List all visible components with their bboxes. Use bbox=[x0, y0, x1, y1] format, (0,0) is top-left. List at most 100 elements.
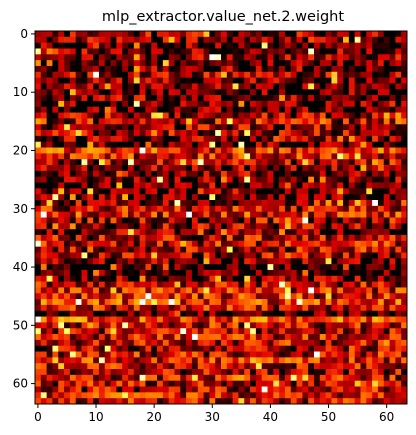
heatmap-cell bbox=[221, 281, 228, 288]
heatmap-cell bbox=[261, 299, 268, 306]
heatmap-cell bbox=[157, 211, 164, 218]
heatmap-cell bbox=[302, 339, 309, 347]
heatmap-cell bbox=[98, 374, 106, 381]
heatmap-cell bbox=[215, 83, 222, 90]
heatmap-cell bbox=[40, 48, 47, 55]
heatmap-cell bbox=[174, 77, 181, 84]
heatmap-cell bbox=[58, 357, 65, 364]
heatmap-cell bbox=[162, 205, 169, 212]
heatmap-cell bbox=[325, 264, 332, 271]
heatmap-cell bbox=[238, 205, 245, 212]
heatmap-cell bbox=[261, 275, 268, 282]
heatmap-cell bbox=[290, 147, 297, 154]
heatmap-cell bbox=[331, 100, 338, 108]
heatmap-cell bbox=[290, 188, 297, 195]
heatmap-cell bbox=[308, 194, 315, 201]
heatmap-cell bbox=[238, 217, 245, 224]
heatmap-cell bbox=[284, 252, 292, 259]
heatmap-cell bbox=[337, 170, 344, 178]
heatmap-cell bbox=[389, 304, 396, 312]
heatmap-cell bbox=[360, 339, 367, 347]
heatmap-cell bbox=[116, 182, 123, 189]
heatmap-cell bbox=[221, 217, 228, 224]
heatmap-cell bbox=[151, 369, 158, 376]
heatmap-cell bbox=[267, 363, 274, 370]
heatmap-cell bbox=[87, 316, 94, 323]
heatmap-cell bbox=[238, 89, 245, 96]
heatmap-cell bbox=[319, 135, 326, 143]
heatmap-cell bbox=[186, 258, 193, 265]
heatmap-cell bbox=[255, 83, 262, 90]
heatmap-cell bbox=[133, 130, 140, 137]
heatmap-cell bbox=[145, 246, 152, 253]
heatmap-cell bbox=[337, 31, 344, 38]
heatmap-cell bbox=[377, 71, 385, 78]
heatmap-cell bbox=[366, 36, 373, 43]
heatmap-cell bbox=[226, 60, 233, 67]
heatmap-cell bbox=[279, 205, 286, 212]
heatmap-cell bbox=[221, 369, 228, 376]
heatmap-cell bbox=[168, 369, 175, 376]
heatmap-cell bbox=[157, 351, 164, 358]
heatmap-cell bbox=[348, 328, 355, 335]
heatmap-cell bbox=[35, 31, 42, 38]
heatmap-cell bbox=[186, 229, 193, 236]
heatmap-cell bbox=[354, 252, 361, 259]
heatmap-cell bbox=[151, 322, 158, 329]
heatmap-cell bbox=[354, 200, 361, 207]
heatmap-cell bbox=[197, 130, 204, 137]
heatmap-cell bbox=[75, 106, 82, 113]
heatmap-cell bbox=[98, 112, 106, 119]
heatmap-cell bbox=[226, 205, 233, 212]
heatmap-cell bbox=[209, 392, 216, 399]
heatmap-cell bbox=[35, 334, 42, 341]
heatmap-cell bbox=[279, 48, 286, 55]
heatmap-cell bbox=[290, 65, 297, 73]
heatmap-cell bbox=[157, 269, 164, 277]
heatmap-cell bbox=[40, 130, 47, 137]
heatmap-cell bbox=[267, 211, 274, 218]
heatmap-cell bbox=[255, 54, 262, 61]
heatmap-cell bbox=[128, 118, 135, 125]
heatmap-cell bbox=[354, 147, 361, 154]
heatmap-cell bbox=[186, 252, 193, 259]
heatmap-cell bbox=[255, 334, 262, 341]
heatmap-cell bbox=[133, 176, 140, 183]
heatmap-cell bbox=[372, 240, 379, 247]
heatmap-cell bbox=[308, 170, 315, 178]
heatmap-cell bbox=[52, 48, 59, 55]
heatmap-cell bbox=[226, 293, 233, 300]
heatmap-cell bbox=[145, 334, 152, 341]
heatmap-cell bbox=[348, 351, 355, 358]
heatmap-cell bbox=[209, 118, 216, 125]
heatmap-cell bbox=[226, 176, 233, 183]
heatmap-cell bbox=[98, 322, 106, 329]
heatmap-cell bbox=[331, 351, 338, 358]
heatmap-cell bbox=[197, 322, 204, 329]
heatmap-cell bbox=[122, 106, 129, 113]
heatmap-cell bbox=[354, 374, 361, 381]
heatmap-cell bbox=[267, 357, 274, 364]
heatmap-cell bbox=[180, 124, 187, 131]
heatmap-cell bbox=[128, 293, 135, 300]
heatmap-cell bbox=[372, 392, 379, 399]
heatmap-cell bbox=[104, 118, 111, 125]
heatmap-cell bbox=[104, 83, 111, 90]
heatmap-cell bbox=[58, 159, 65, 166]
heatmap-cell bbox=[395, 194, 402, 201]
heatmap-cell bbox=[162, 293, 169, 300]
heatmap-cell bbox=[325, 194, 332, 201]
heatmap-cell bbox=[343, 71, 350, 78]
heatmap-cell bbox=[110, 188, 117, 195]
heatmap-cell bbox=[197, 36, 204, 43]
heatmap-cell bbox=[401, 223, 408, 230]
heatmap-cell bbox=[180, 54, 187, 61]
heatmap-cell bbox=[215, 188, 222, 195]
heatmap-cell bbox=[110, 229, 117, 236]
heatmap-cell bbox=[145, 112, 152, 119]
heatmap-cell bbox=[319, 124, 326, 131]
heatmap-cell bbox=[250, 386, 257, 393]
heatmap-cell bbox=[395, 345, 402, 352]
heatmap-cell bbox=[157, 182, 164, 189]
heatmap-cell bbox=[232, 258, 239, 265]
